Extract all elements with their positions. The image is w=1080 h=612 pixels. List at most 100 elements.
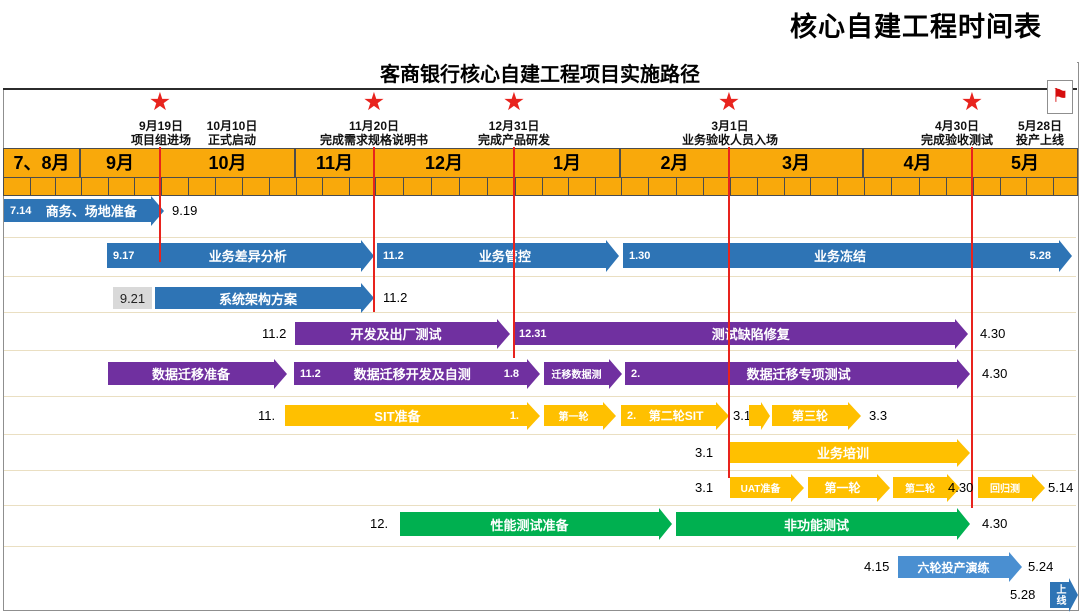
date-label: 11.2 <box>262 326 287 341</box>
month-cell: 1月 <box>514 148 620 178</box>
gantt-bar: 第一轮 <box>544 401 616 430</box>
week-tick <box>810 178 812 195</box>
bar-start-label: 12.31 <box>519 327 547 340</box>
bar-label: 业务冻结 <box>813 249 866 264</box>
gantt-bar: 11.2 业务管控 <box>377 239 619 272</box>
arrow-head-icon <box>497 318 510 349</box>
bar-label: 第一轮 <box>558 412 589 423</box>
milestone-event: 完成需求规格说明书 <box>319 133 428 147</box>
week-tick <box>29 178 31 195</box>
milestone-line <box>373 147 375 312</box>
month-cell: 12月 <box>374 148 514 178</box>
gantt-bar: 非功能测试 <box>676 508 970 540</box>
date-label: 4.30 <box>982 516 1008 531</box>
gantt-bar: 开发及出厂测试 <box>295 318 510 349</box>
flag-icon: ⚑ <box>1047 80 1073 114</box>
milestone-date: 4月30日 <box>934 119 980 133</box>
bar-start-label: 7.14 <box>10 204 32 217</box>
bar-label: 数据迁移准备 <box>151 367 230 382</box>
week-grid <box>3 178 1078 196</box>
week-tick <box>242 178 243 195</box>
bar-label: 第二轮SIT <box>648 409 704 423</box>
separator-line <box>4 505 1076 506</box>
separator-line <box>4 546 1076 547</box>
date-label: 3.1 <box>733 408 752 423</box>
bar-start-label: 11.2 <box>383 249 404 262</box>
week-tick <box>999 178 1001 195</box>
milestone-label: 3月1日 业务验收人员入场 <box>638 119 822 147</box>
date-label: 5.14 <box>1048 480 1074 495</box>
bar-label: SIT准备 <box>374 409 421 424</box>
week-tick <box>730 178 731 195</box>
week-tick <box>702 178 704 195</box>
bar-end-label: 5.28 <box>1029 249 1051 262</box>
bar-label: 商务、场地准备 <box>45 204 137 219</box>
milestone-date: 10月10日 <box>206 119 258 133</box>
gantt-bar: UAT准备 <box>730 473 804 502</box>
week-tick <box>1026 178 1027 195</box>
bar-label: 业务差异分析 <box>208 249 287 264</box>
bar-label: 数据迁移开发及自测 <box>353 367 471 382</box>
week-tick <box>864 178 865 195</box>
bar-label: 系统架构方案 <box>218 291 297 307</box>
arrow-head-icon <box>791 473 804 502</box>
gantt-bar <box>749 401 770 430</box>
separator-line <box>4 237 1076 238</box>
bar-start-label: 11.2 <box>300 367 321 380</box>
arrow-head-icon <box>761 401 770 430</box>
week-tick <box>81 178 82 195</box>
gantt-bar: 六轮投产演练 <box>898 552 1022 582</box>
milestone-line <box>159 147 161 262</box>
milestone-line <box>513 147 515 358</box>
week-tick <box>188 178 189 195</box>
week-tick <box>55 178 57 195</box>
separator-line <box>4 350 1076 351</box>
week-tick <box>891 178 893 195</box>
date-label: 4.30 <box>980 326 1006 341</box>
bar-label: 非功能测试 <box>783 517 849 533</box>
date-label: 4.30 <box>982 366 1008 381</box>
week-tick <box>945 178 947 195</box>
milestone-date: 12月31日 <box>488 119 540 133</box>
arrow-head-icon <box>957 508 970 540</box>
gantt-bar: 第三轮 <box>772 401 861 430</box>
week-tick <box>269 178 270 195</box>
month-cell: 9月 <box>80 148 160 178</box>
week-tick <box>515 178 516 195</box>
week-tick <box>134 178 136 195</box>
week-tick <box>296 178 297 195</box>
milestone-date: 3月1日 <box>711 119 749 133</box>
bar-label: 第三轮 <box>791 409 828 423</box>
date-label: 4.30 <box>948 480 974 495</box>
bar-start-label: 2. <box>631 367 641 380</box>
date-label: 3.3 <box>869 408 888 423</box>
milestone-event: 完成验收测试 <box>920 133 993 147</box>
milestone-label: 4月30日 完成验收测试 <box>865 119 1049 147</box>
gantt-bar: 12.31 测试缺陷修复 <box>513 318 968 349</box>
week-tick <box>756 178 758 195</box>
gantt-bar: 上线 <box>1050 578 1078 612</box>
separator-line <box>4 434 1076 435</box>
milestone-label: 11月20日 完成需求规格说明书 <box>282 119 466 147</box>
bar-label: 第二轮 <box>905 484 935 495</box>
gantt-bar: SIT准备 1. <box>285 401 540 430</box>
separator-line <box>4 276 1076 277</box>
arrow-head-icon <box>957 358 970 389</box>
week-tick <box>783 178 785 195</box>
gantt-bar: 9.17 业务差异分析 <box>107 239 374 272</box>
bar-label: 数据迁移专项测试 <box>746 367 851 382</box>
arrow-head-icon <box>877 473 890 502</box>
arrow-head-icon <box>947 473 960 502</box>
gantt-bar: 1.30 业务冻结 5.28 <box>623 239 1072 272</box>
week-tick <box>459 178 460 195</box>
date-label: 12. <box>370 516 389 531</box>
milestone-event: 业务验收人员入场 <box>681 133 778 147</box>
bar-label: 开发及出厂测试 <box>350 327 442 342</box>
arrow-head-icon <box>361 283 374 313</box>
arrow-head-icon <box>1059 239 1072 272</box>
week-tick <box>348 178 350 195</box>
date-label: 3.1 <box>695 445 714 460</box>
separator-line <box>4 312 1076 313</box>
arrow-head-icon <box>955 318 968 349</box>
date-label: 3.1 <box>695 480 714 495</box>
